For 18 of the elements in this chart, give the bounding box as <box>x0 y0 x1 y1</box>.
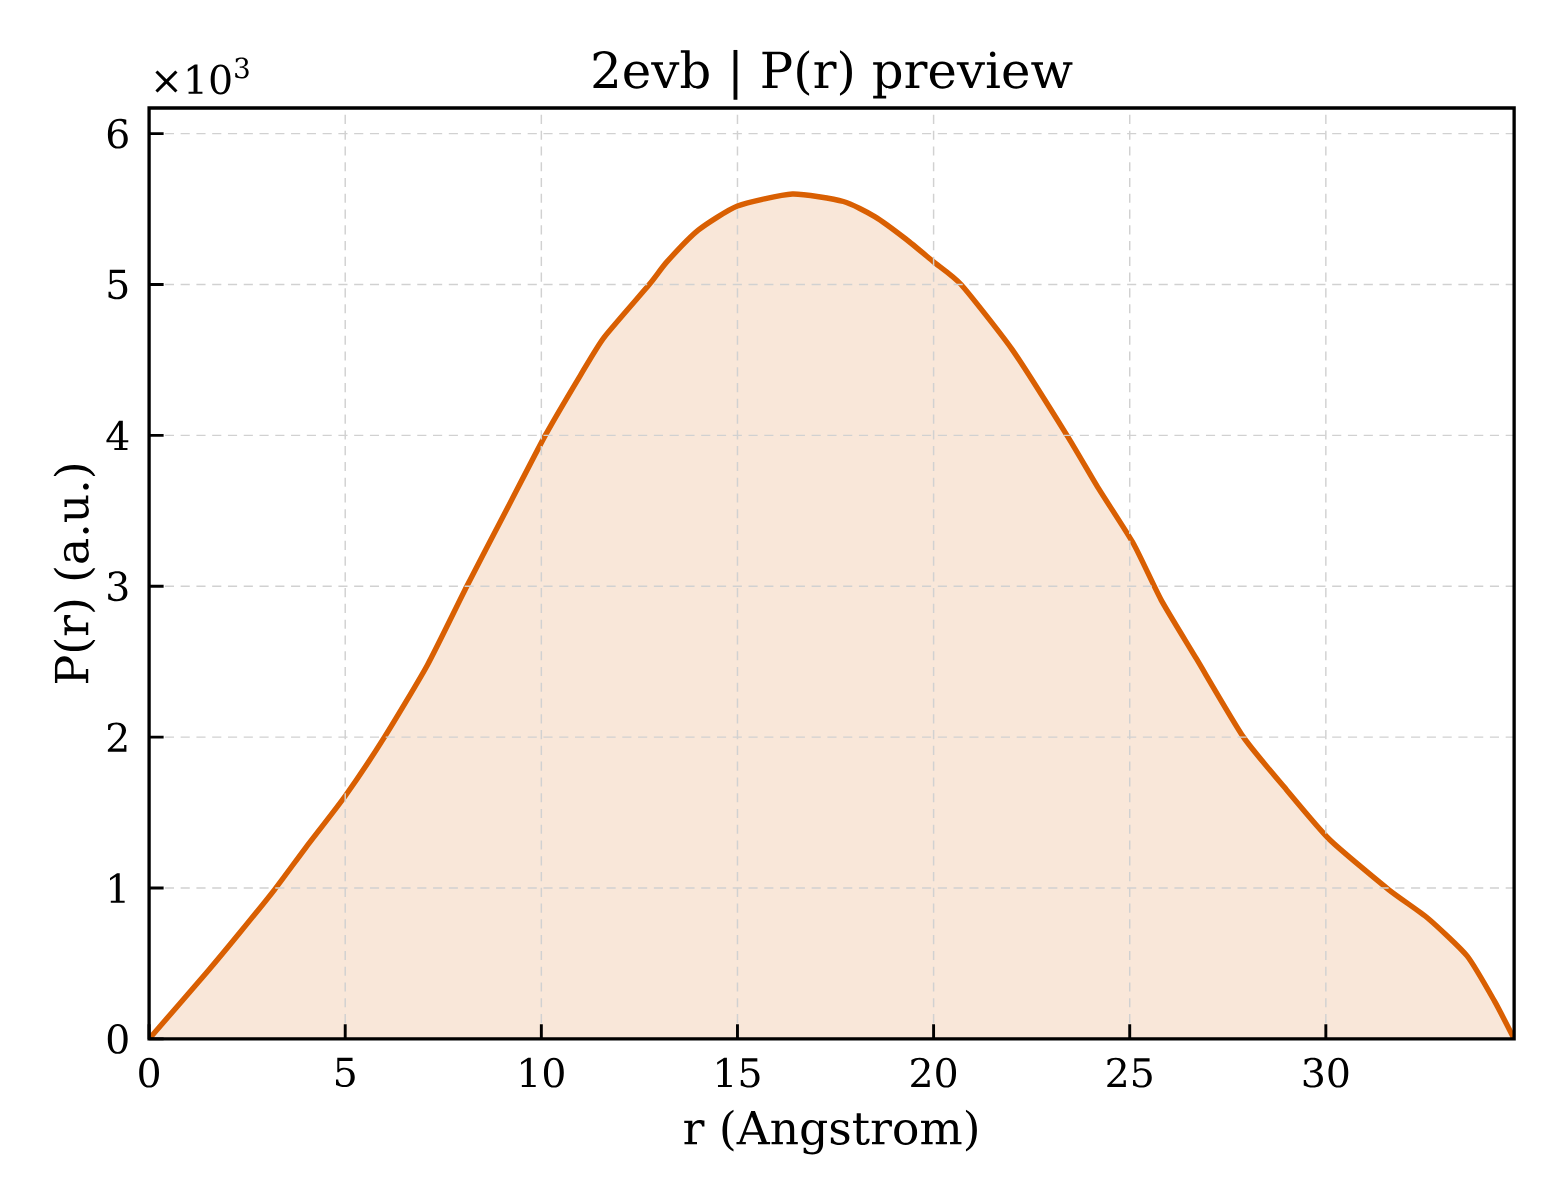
x-axis-title: r (Angstrom) <box>684 1109 977 1155</box>
x-tick-label: 30 <box>1303 1057 1349 1088</box>
x-tick-label: 25 <box>1107 1057 1152 1088</box>
y-tick-label: 3 <box>108 571 128 602</box>
x-tick-label: 20 <box>911 1057 957 1088</box>
x-tick-label: 5 <box>336 1057 355 1088</box>
y-tick-label: 1 <box>110 873 125 903</box>
y-tick-label: 0 <box>107 1023 128 1054</box>
y-tick-label: 2 <box>107 722 127 752</box>
x-tick-label: 10 <box>521 1057 564 1088</box>
x-tick-label: 0 <box>139 1057 160 1088</box>
y-axis-title: P(r) (a.u.) <box>53 465 96 683</box>
chart-title: 2evb | P(r) preview <box>593 49 1073 100</box>
text: ×10$^{3}$ <box>155 57 249 95</box>
x-tick-label: 15 <box>717 1057 760 1088</box>
y-tick-label: 5 <box>108 269 128 300</box>
y-tick-label: 4 <box>106 420 129 451</box>
y-tick-label: 6 <box>107 118 128 149</box>
